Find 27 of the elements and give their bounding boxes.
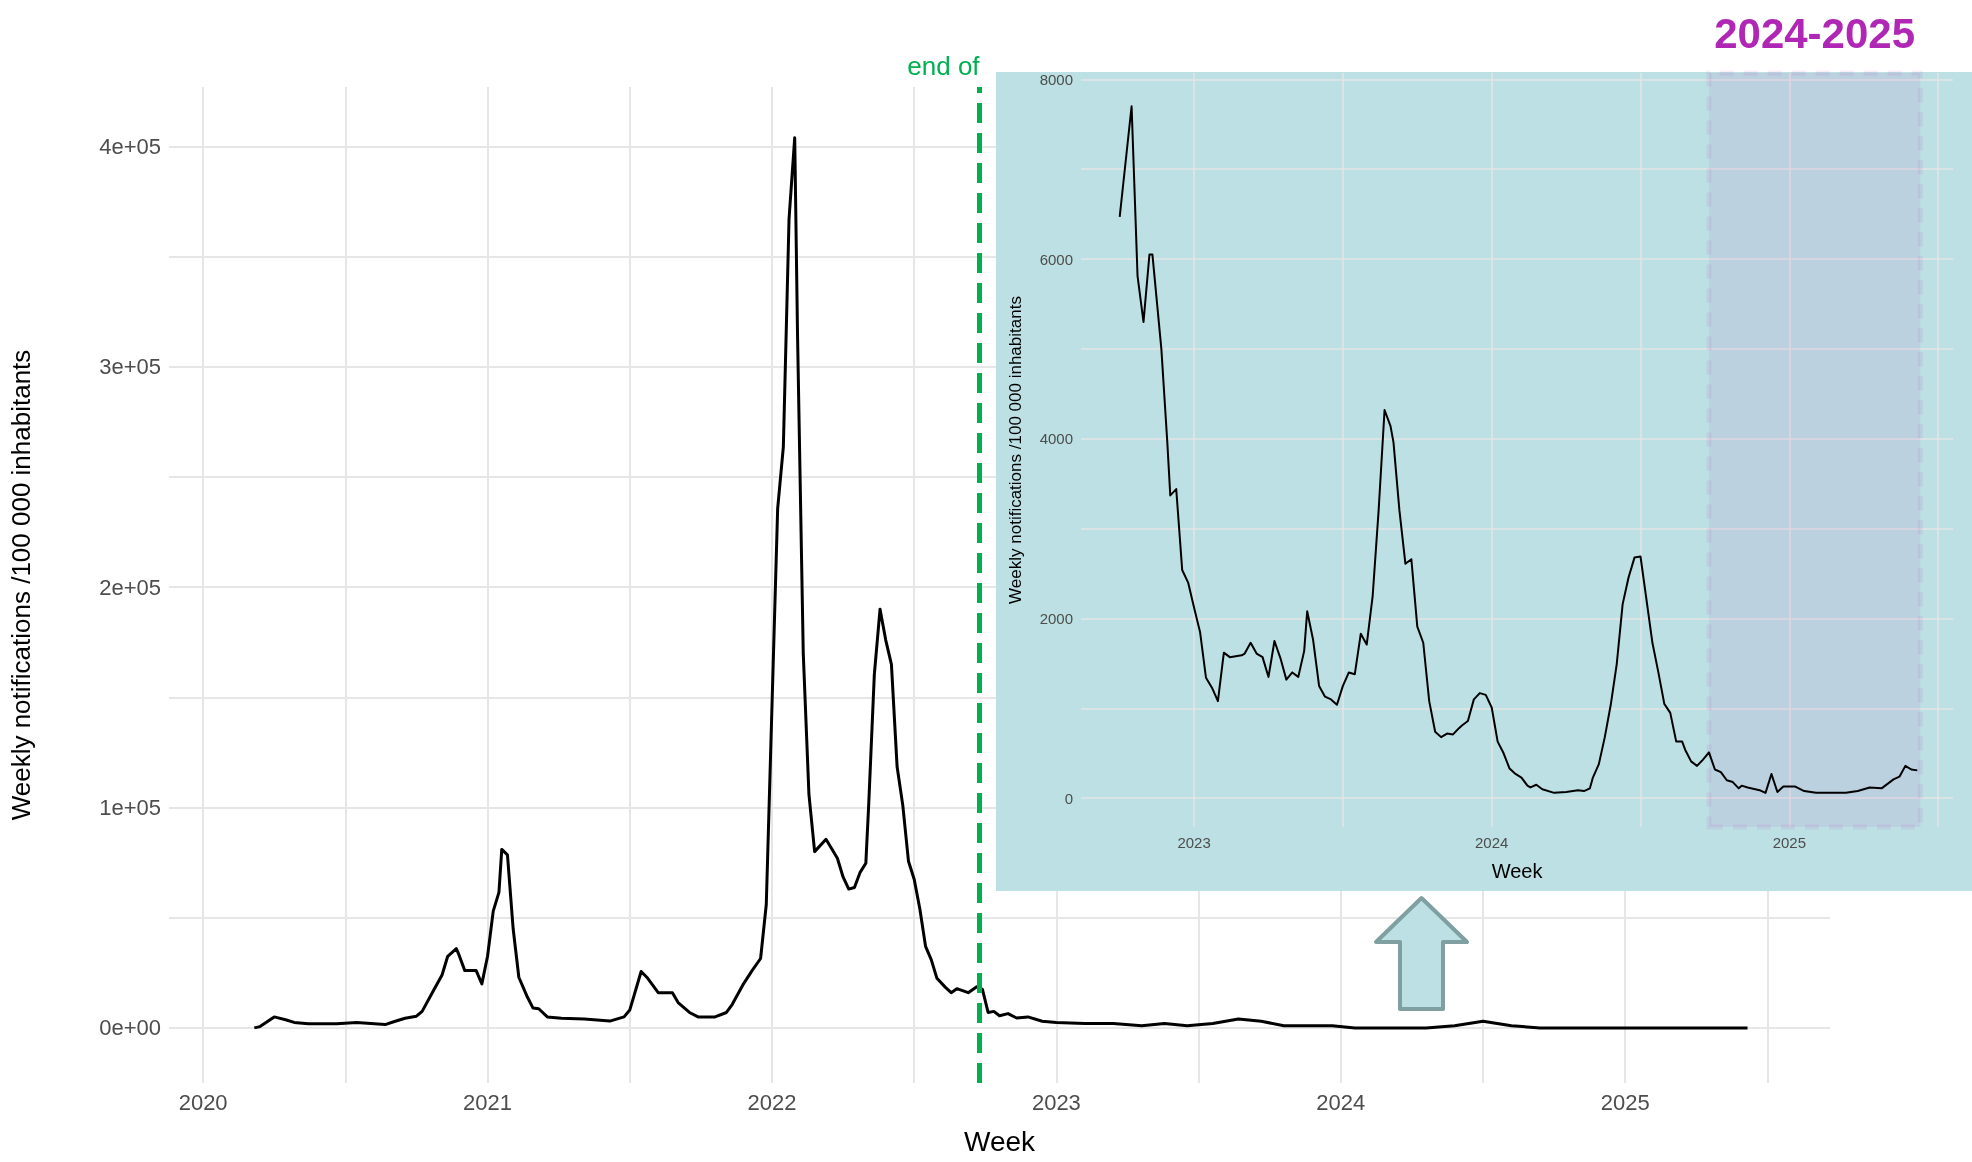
y-tick-label: 6000: [1039, 250, 1073, 268]
x-tick-label: 2023: [1031, 1089, 1081, 1115]
band-label: 2024-2025: [1714, 10, 1916, 57]
x-tick-label: 2024: [1316, 1089, 1366, 1115]
y-tick-label: 1e+05: [99, 795, 161, 821]
x-tick-label: 2024: [1475, 834, 1509, 851]
x-tick-label: 2022: [747, 1089, 797, 1115]
y-axis-title: Weekly notifications /100 000 inhabitants: [6, 349, 36, 821]
y-tick-label: 0e+00: [99, 1015, 161, 1041]
x-axis-title: Week: [963, 1125, 1037, 1157]
y-tick-label: 3e+05: [99, 354, 161, 380]
y-tick-label: 0: [1064, 789, 1073, 807]
y-tick-label: 2000: [1039, 610, 1073, 627]
x-tick-label: 2025: [1600, 1089, 1650, 1115]
x-tick-label: 2021: [463, 1089, 513, 1115]
ref-line-label: end of: [907, 51, 981, 81]
line-series: [252, 136, 1750, 1030]
y-tick-label: 4e+05: [99, 134, 161, 159]
line-series: [1118, 105, 1919, 794]
x-tick-label: 2025: [1772, 834, 1806, 851]
y-tick-label: 4000: [1039, 430, 1073, 448]
x-tick-label: 2023: [1177, 834, 1211, 851]
x-axis-title: Week: [1491, 860, 1544, 882]
y-tick-label: 2e+05: [99, 574, 161, 600]
x-tick-label: 2020: [178, 1089, 228, 1115]
y-tick-label: 8000: [1039, 70, 1073, 88]
y-axis-title: Weekly notifications /100 000 inhabitants: [1006, 296, 1025, 604]
